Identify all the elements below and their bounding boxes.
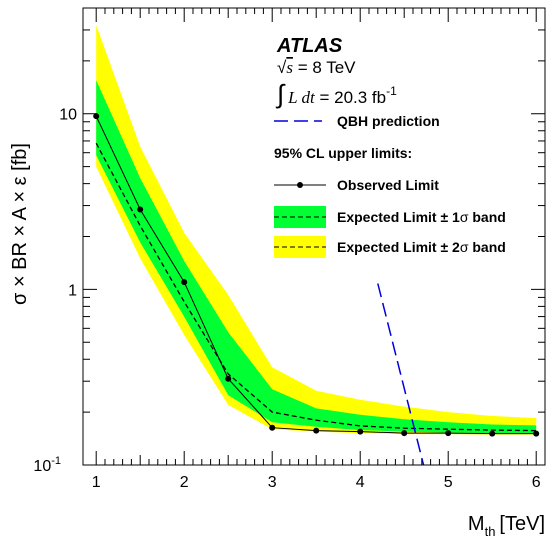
x-tick-label: 2 xyxy=(180,474,189,491)
observed-point xyxy=(533,430,540,437)
lumi-l: L dt xyxy=(287,88,316,107)
lumi-label: ∫ L dt = 20.3 fb-1 xyxy=(275,79,397,109)
x-tick-label: 6 xyxy=(532,474,541,491)
observed-point xyxy=(137,206,144,213)
legend-2sigma-prefix: Expected Limit xyxy=(337,239,437,255)
observed-point xyxy=(93,113,100,120)
legend: QBH prediction 95% CL upper limits: Obse… xyxy=(274,113,506,258)
energy-value: = 8 TeV xyxy=(293,58,356,77)
energy-s: s xyxy=(286,58,293,77)
x-axis-title-unit: [TeV] xyxy=(499,513,545,535)
x-tick-label: 3 xyxy=(268,474,277,491)
observed-point xyxy=(401,430,408,437)
x-axis-title-sub: th xyxy=(485,524,496,539)
x-tick-label: 4 xyxy=(356,474,365,491)
y-tick-label: 1 xyxy=(68,282,77,299)
legend-1sigma-label: Expected Limit ± 1σ band xyxy=(337,209,506,225)
x-axis: 1 2 3 4 5 6 xyxy=(92,8,541,491)
y-tick-label: 10-1 xyxy=(33,455,61,475)
legend-1sigma-pm: ± 1 xyxy=(437,209,460,225)
sqrt-symbol: √ xyxy=(277,58,287,77)
integral-symbol: ∫ xyxy=(275,79,286,109)
y-tick-label-exponent: -1 xyxy=(51,455,61,467)
legend-header: 95% CL upper limits: xyxy=(274,145,412,161)
x-tick-label: 1 xyxy=(92,474,101,491)
observed-point xyxy=(489,430,496,437)
observed-point xyxy=(269,424,276,431)
qbh-prediction-line xyxy=(377,283,425,466)
observed-point xyxy=(225,375,232,382)
legend-observed-marker xyxy=(297,182,303,188)
legend-2sigma-sigma: σ xyxy=(460,239,469,255)
expected-limit-line xyxy=(95,142,537,432)
legend-2sigma-label: Expected Limit ± 2σ band xyxy=(337,239,506,255)
bands-layer xyxy=(96,25,537,435)
legend-1sigma-prefix: Expected Limit xyxy=(337,209,437,225)
lumi-sup: -1 xyxy=(386,84,397,98)
y-axis-title: σ × BR × A × ε [fb] xyxy=(9,143,31,305)
observed-point xyxy=(181,279,188,286)
legend-1sigma-suffix: band xyxy=(468,209,505,225)
legend-2sigma-pm: ± 2 xyxy=(437,239,460,255)
legend-observed-label: Observed Limit xyxy=(337,177,439,193)
legend-qbh-label: QBH prediction xyxy=(337,113,440,129)
observed-point xyxy=(445,430,452,437)
x-tick-label: 5 xyxy=(444,474,453,491)
x-axis-title-main: M xyxy=(468,513,485,535)
y-axis: 10-1 1 10 xyxy=(33,7,545,475)
observed-point xyxy=(313,427,320,434)
y-tick-label: 10 xyxy=(59,107,77,124)
lumi-value: = 20.3 fb xyxy=(315,88,386,107)
x-axis-title: Mth [TeV] xyxy=(468,513,545,539)
legend-1sigma-sigma: σ xyxy=(460,209,469,225)
energy-label: √s = 8 TeV xyxy=(277,58,356,77)
legend-2sigma-suffix: band xyxy=(468,239,505,255)
band-1sigma xyxy=(96,80,537,434)
lines-layer xyxy=(93,113,540,466)
observed-point xyxy=(357,428,364,435)
atlas-label: ATLAS xyxy=(276,35,343,57)
